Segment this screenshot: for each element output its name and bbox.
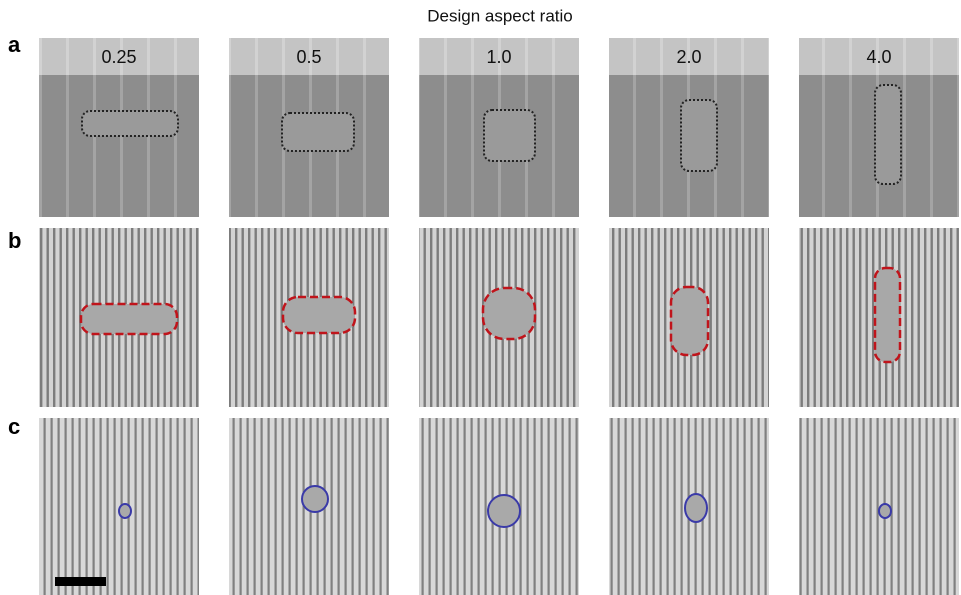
domain-outline bbox=[875, 268, 900, 362]
panel-label: a bbox=[8, 32, 21, 57]
defect-outline bbox=[302, 486, 328, 512]
scale-bar bbox=[55, 577, 106, 586]
figure: Design aspect ratio a b c 0.25 0.5 1.0 2.0 4.0 bbox=[0, 0, 961, 595]
micrograph bbox=[39, 418, 199, 595]
defect-outline bbox=[879, 504, 891, 518]
defect-outline bbox=[488, 495, 520, 527]
column-label: 0.25 bbox=[101, 47, 136, 67]
micrograph bbox=[799, 418, 959, 595]
design-outline bbox=[681, 100, 717, 171]
panel-label: c bbox=[8, 414, 20, 439]
design-outline bbox=[875, 85, 901, 184]
domain-outline bbox=[81, 304, 177, 334]
panels: a b c 0.25 0.5 1.0 2.0 4.0 bbox=[8, 32, 959, 595]
column-label: 0.5 bbox=[296, 47, 321, 67]
design-outline bbox=[82, 111, 178, 136]
defect-outline bbox=[685, 494, 707, 522]
domain-outline bbox=[483, 288, 535, 339]
domain-outline bbox=[283, 297, 355, 333]
column-label: 2.0 bbox=[676, 47, 701, 67]
design-outline bbox=[484, 110, 535, 161]
defect-outline bbox=[119, 504, 131, 518]
column-label: 4.0 bbox=[866, 47, 891, 67]
domain-outline bbox=[671, 287, 708, 355]
column-label: 1.0 bbox=[486, 47, 511, 67]
figure-title: Design aspect ratio bbox=[427, 6, 573, 25]
design-outline bbox=[282, 113, 354, 151]
panel-label: b bbox=[8, 228, 21, 253]
